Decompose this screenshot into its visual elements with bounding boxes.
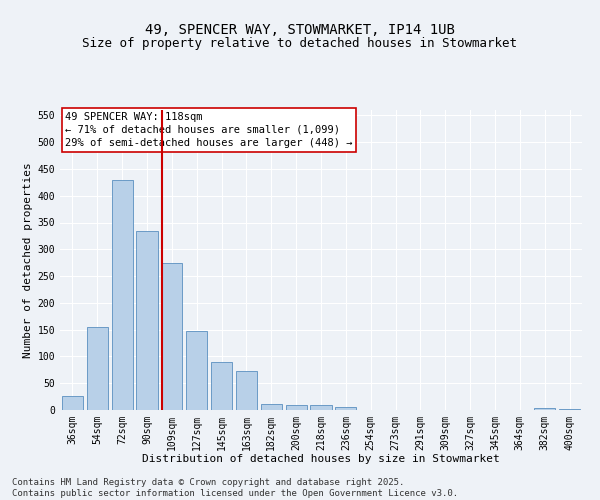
Bar [136,230,158,410]
Bar [186,330,207,410]
Bar [161,262,182,410]
Bar [261,404,282,410]
Bar [211,362,232,410]
Bar [236,372,257,410]
Bar [534,408,555,410]
Y-axis label: Number of detached properties: Number of detached properties [23,162,34,358]
Bar [112,180,133,410]
Bar [87,327,108,410]
Text: 49 SPENCER WAY: 118sqm
← 71% of detached houses are smaller (1,099)
29% of semi-: 49 SPENCER WAY: 118sqm ← 71% of detached… [65,112,353,148]
Text: 49, SPENCER WAY, STOWMARKET, IP14 1UB: 49, SPENCER WAY, STOWMARKET, IP14 1UB [145,22,455,36]
Bar [286,404,307,410]
Text: Contains HM Land Registry data © Crown copyright and database right 2025.
Contai: Contains HM Land Registry data © Crown c… [12,478,458,498]
X-axis label: Distribution of detached houses by size in Stowmarket: Distribution of detached houses by size … [142,454,500,464]
Bar [310,404,332,410]
Bar [335,408,356,410]
Bar [62,396,83,410]
Text: Size of property relative to detached houses in Stowmarket: Size of property relative to detached ho… [83,38,517,51]
